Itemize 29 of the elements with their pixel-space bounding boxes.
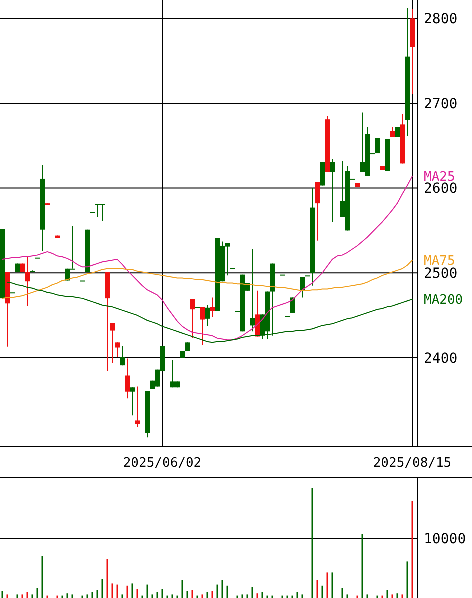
candlestick (135, 386, 140, 428)
y-tick-label: 2500 (424, 266, 458, 282)
series-label: MA75 (424, 254, 456, 269)
candlestick (125, 358, 130, 400)
candlestick (390, 126, 395, 138)
candlestick (110, 322, 115, 364)
y-tick-label: 2800 (424, 12, 458, 28)
candlestick (120, 346, 125, 366)
candlestick (300, 276, 305, 298)
series-label: MA200 (424, 292, 464, 308)
candlestick (200, 306, 205, 346)
line-series (2, 176, 413, 341)
candlestick (205, 304, 210, 328)
candlestick (25, 256, 30, 307)
y-tick-label: 2600 (424, 181, 458, 198)
candlestick (315, 182, 320, 242)
candlestick (210, 297, 215, 318)
x-tick-label: 2025/08/15 (373, 456, 452, 471)
candlestick (190, 298, 195, 339)
y-tick-label: 2700 (424, 96, 458, 112)
candlestick (250, 248, 255, 332)
candlestick (115, 342, 120, 358)
line-series (2, 260, 413, 300)
candlestick (330, 158, 335, 223)
y-tick-label: 2400 (424, 350, 458, 367)
candlestick (130, 387, 135, 416)
candlestick (395, 126, 400, 138)
x-tick-label: 2025/06/02 (123, 456, 202, 471)
text: 10000 (424, 532, 466, 548)
